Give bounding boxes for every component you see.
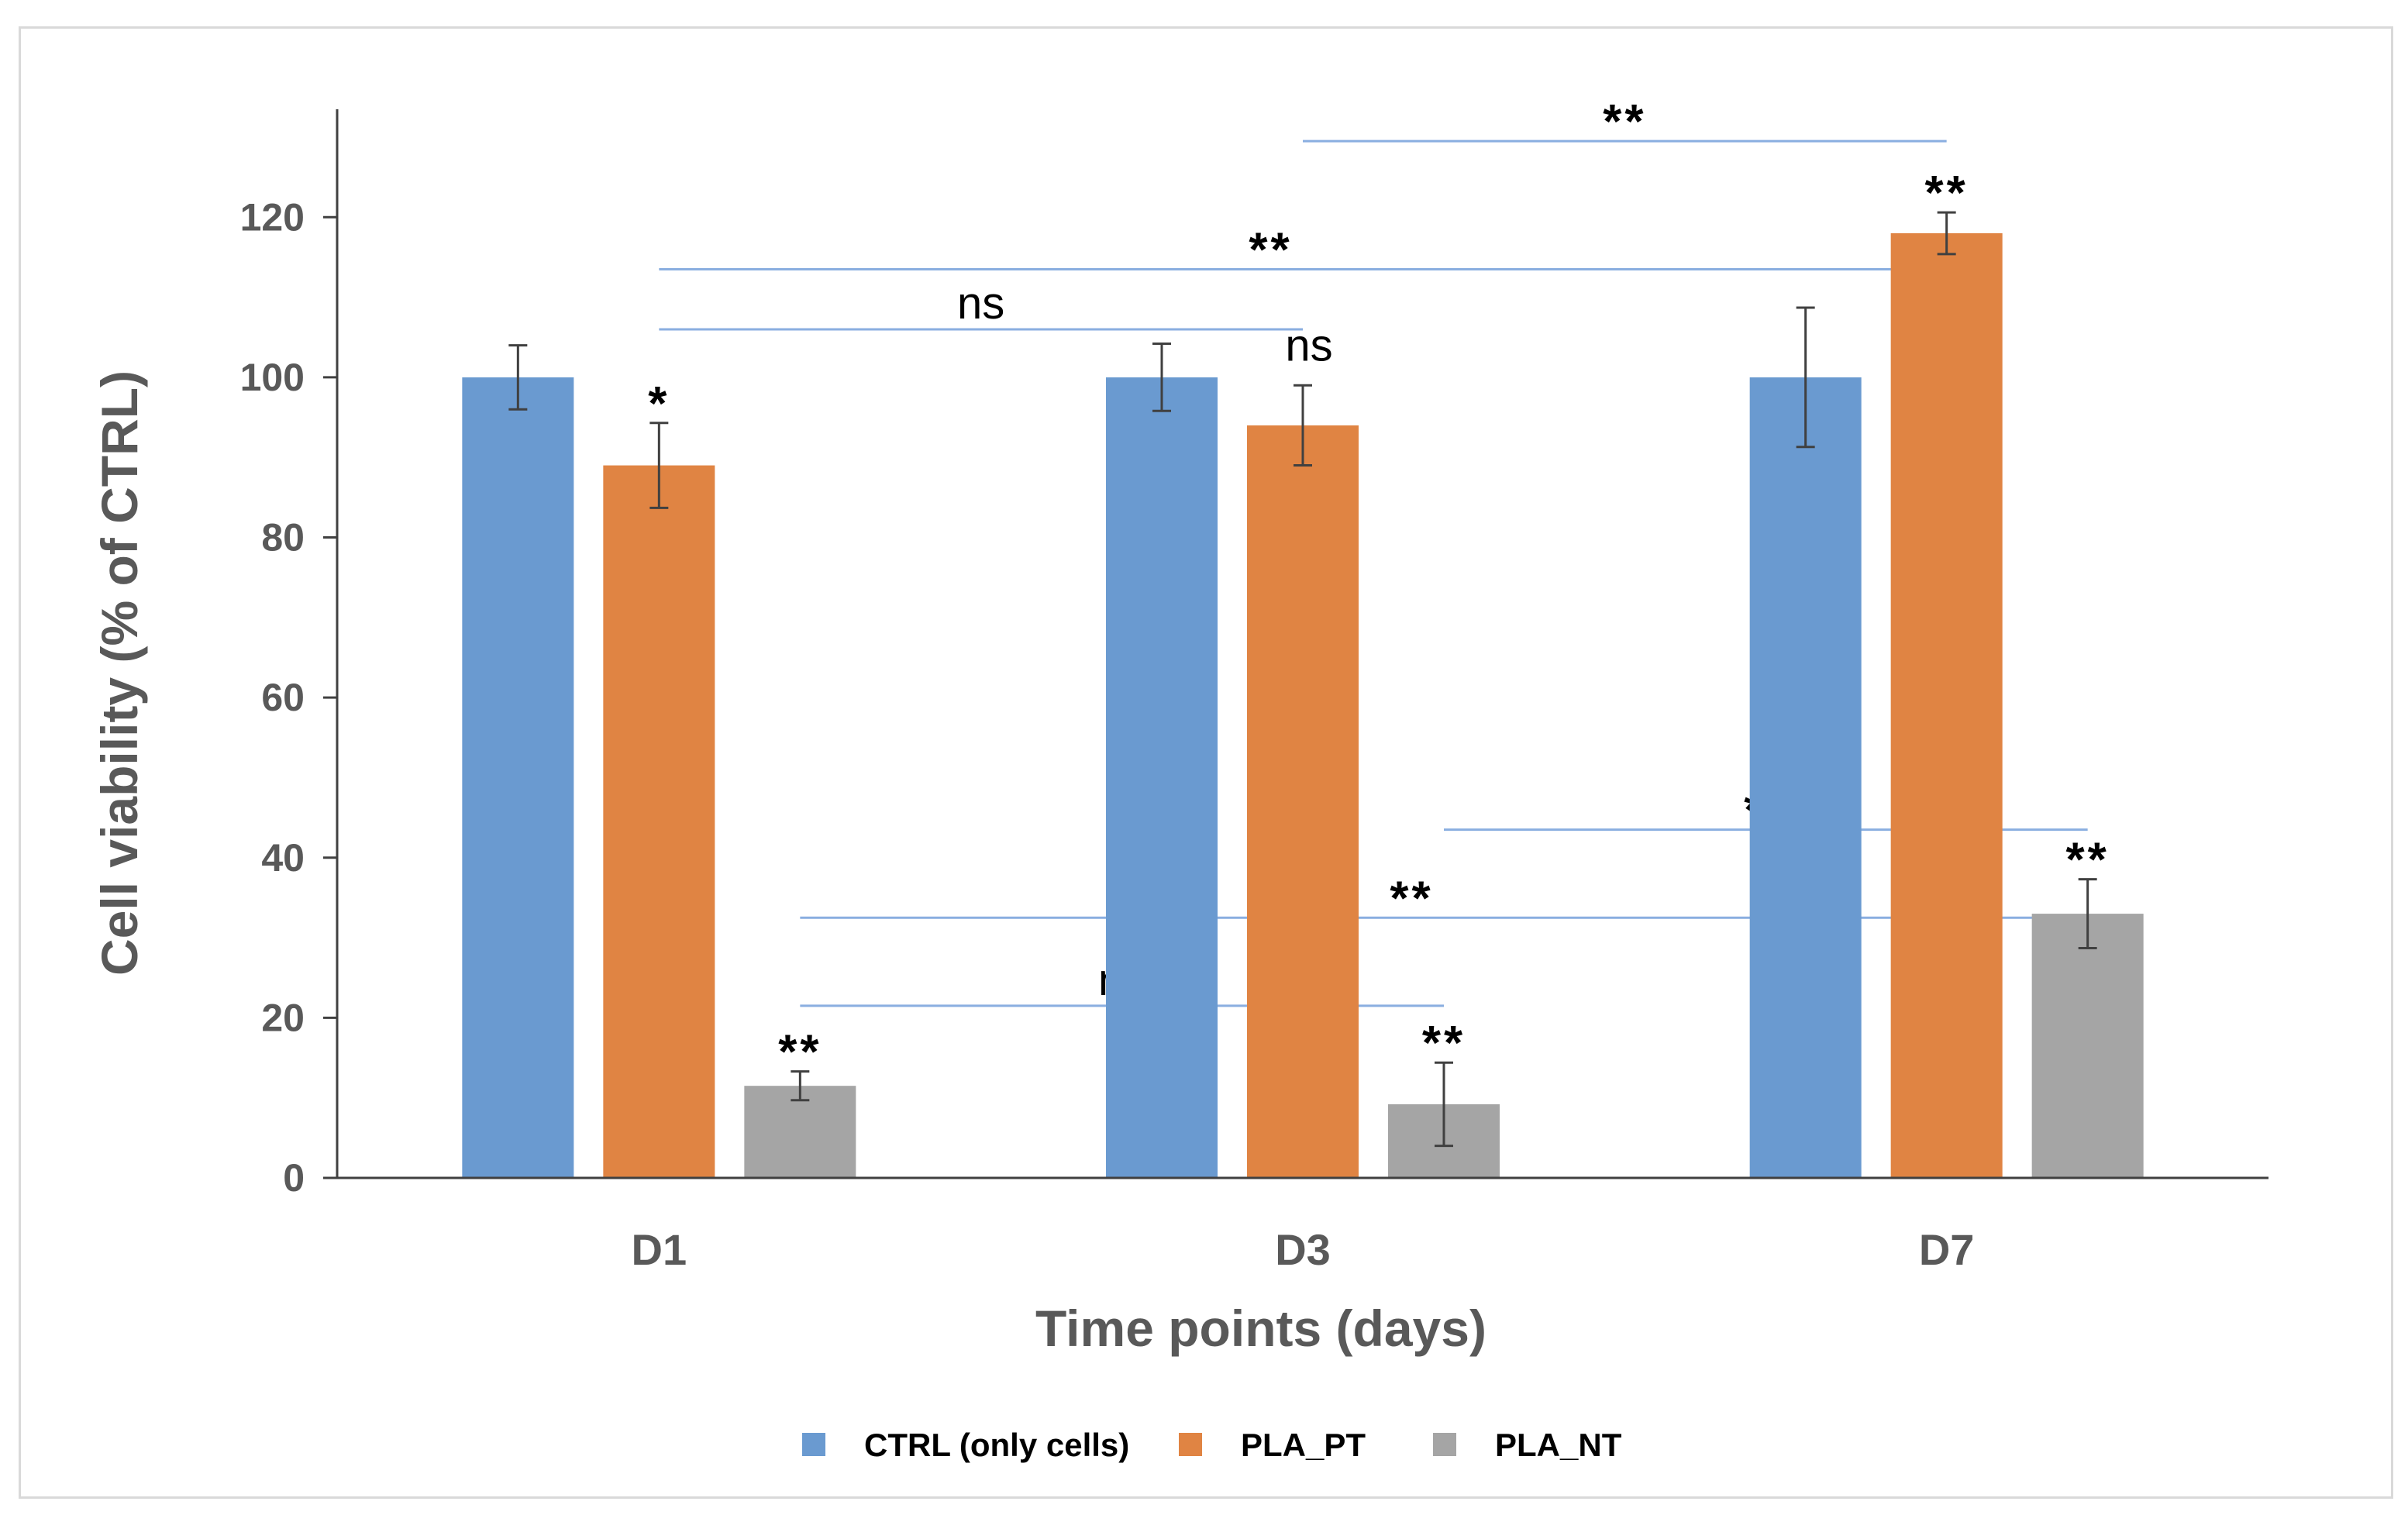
bar — [603, 465, 715, 1178]
significance-label: ** — [2066, 834, 2110, 887]
bar-annotations: * ns ** ** ** ** — [648, 167, 2110, 1079]
bar — [1749, 377, 1862, 1178]
y-tick-labels: 0 20 40 60 80 100 120 — [240, 195, 337, 1200]
legend-swatch — [1433, 1433, 1456, 1456]
significance-label: ** — [778, 1026, 822, 1079]
x-tick-label: D3 — [1275, 1225, 1331, 1274]
comparison-label: ** — [1603, 95, 1646, 149]
bar — [462, 377, 574, 1178]
x-tick-label: D7 — [1919, 1225, 1975, 1274]
y-tick-label: 80 — [261, 516, 305, 560]
y-tick-label: 40 — [261, 836, 305, 880]
y-tick-label: 60 — [261, 676, 305, 719]
bar-chart: ns ** ** ns ** ** * ns ** ** ** ** 0 20 40 60 80 100 120… — [91, 95, 2268, 1463]
x-axis-title: Time points (days) — [1035, 1300, 1486, 1357]
significance-label: ns — [1285, 320, 1332, 370]
legend-swatch — [1179, 1433, 1202, 1456]
significance-label: ** — [1925, 167, 1969, 220]
significance-label: * — [648, 377, 670, 431]
bar — [1106, 377, 1218, 1178]
legend-label: PLA_NT — [1495, 1427, 1622, 1463]
bar — [1890, 232, 2003, 1178]
legend-swatch — [802, 1433, 825, 1456]
y-axis-title: Cell viability (% of CTRL) — [91, 370, 148, 976]
error-bars — [508, 211, 2097, 1148]
comparison-lines: ns ** ** ns ** ** — [659, 95, 2088, 1007]
bar — [1247, 425, 1359, 1178]
legend-label: PLA_PT — [1241, 1427, 1366, 1463]
y-tick-label: 100 — [240, 356, 305, 399]
bars — [462, 232, 2144, 1178]
x-tick-label: D1 — [632, 1225, 687, 1274]
x-tick-labels: D1 D3 D7 — [632, 1225, 1975, 1274]
comparison-label: ** — [1249, 223, 1292, 277]
y-tick-label: 0 — [283, 1156, 305, 1200]
comparison-label: ns — [957, 278, 1004, 329]
comparison-label: ** — [1390, 872, 1433, 925]
axes — [336, 109, 2268, 1179]
y-tick-label: 20 — [261, 996, 305, 1039]
significance-label: ** — [1422, 1017, 1466, 1070]
bar — [2031, 914, 2144, 1178]
chart-frame: ns ** ** ns ** ** * ns ** ** ** ** 0 20 40 60 80 100 120… — [19, 26, 2393, 1499]
y-tick-label: 120 — [240, 195, 305, 239]
legend-label: CTRL (only cells) — [864, 1427, 1129, 1463]
legend: CTRL (only cells) PLA_PT PLA_NT — [802, 1427, 1622, 1463]
